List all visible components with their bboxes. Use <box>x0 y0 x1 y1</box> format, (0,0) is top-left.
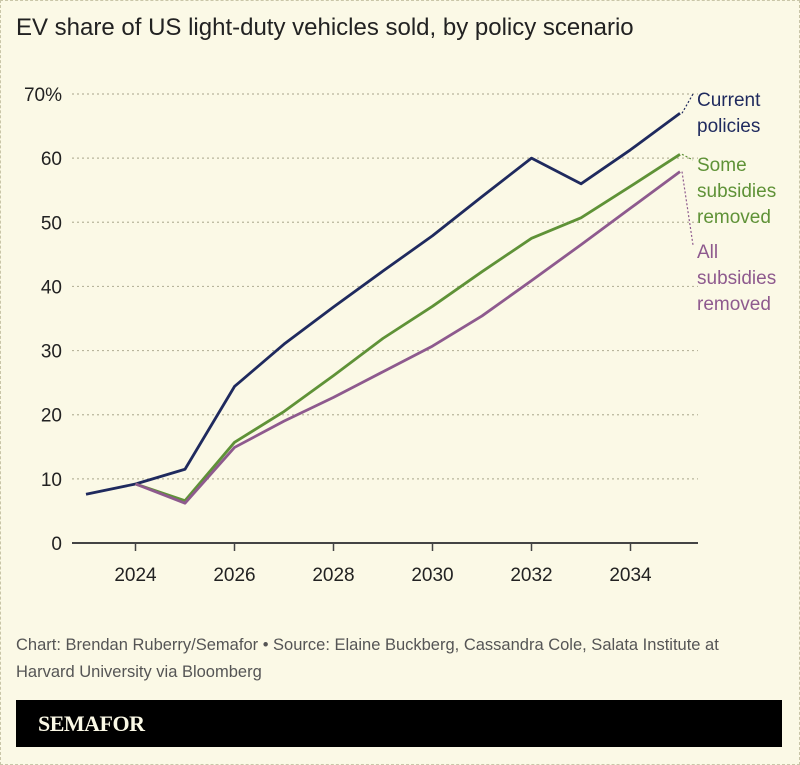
x-tick-label: 2034 <box>609 565 652 586</box>
label-leader <box>681 93 694 114</box>
x-tick-label: 2024 <box>114 565 157 586</box>
y-tick-label: 70% <box>24 85 62 106</box>
series-label: All <box>697 242 718 263</box>
x-tick-label: 2030 <box>411 565 453 586</box>
series-line <box>85 112 681 496</box>
y-tick-label: 40 <box>41 277 62 298</box>
series-label: Current <box>697 90 761 111</box>
series-line <box>134 170 681 505</box>
logo-bar: SEMAFOR <box>16 700 782 747</box>
y-tick-label: 10 <box>41 470 62 491</box>
y-tick-label: 20 <box>41 406 62 427</box>
series-label: policies <box>697 116 760 137</box>
label-leader <box>681 171 694 246</box>
y-tick-label: 50 <box>41 213 62 234</box>
source-note: Chart: Brendan Ruberry/Semafor • Source:… <box>16 636 719 681</box>
x-tick-label: 2028 <box>312 565 354 586</box>
y-tick-label: 60 <box>41 149 62 170</box>
series-label: removed <box>697 294 771 315</box>
series-label: Some <box>697 155 747 176</box>
series-label: subsidies <box>697 268 776 289</box>
series-line <box>135 153 681 503</box>
y-tick-label: 30 <box>41 342 62 363</box>
chart-title: EV share of US light-duty vehicles sold,… <box>16 14 634 41</box>
series-label: subsidies <box>697 181 776 202</box>
series-label: removed <box>697 207 771 228</box>
label-leader <box>681 153 694 161</box>
y-tick-label: 0 <box>51 534 62 555</box>
semafor-logo: SEMAFOR <box>38 711 145 736</box>
x-tick-label: 2032 <box>510 565 552 586</box>
x-tick-label: 2026 <box>213 565 255 586</box>
